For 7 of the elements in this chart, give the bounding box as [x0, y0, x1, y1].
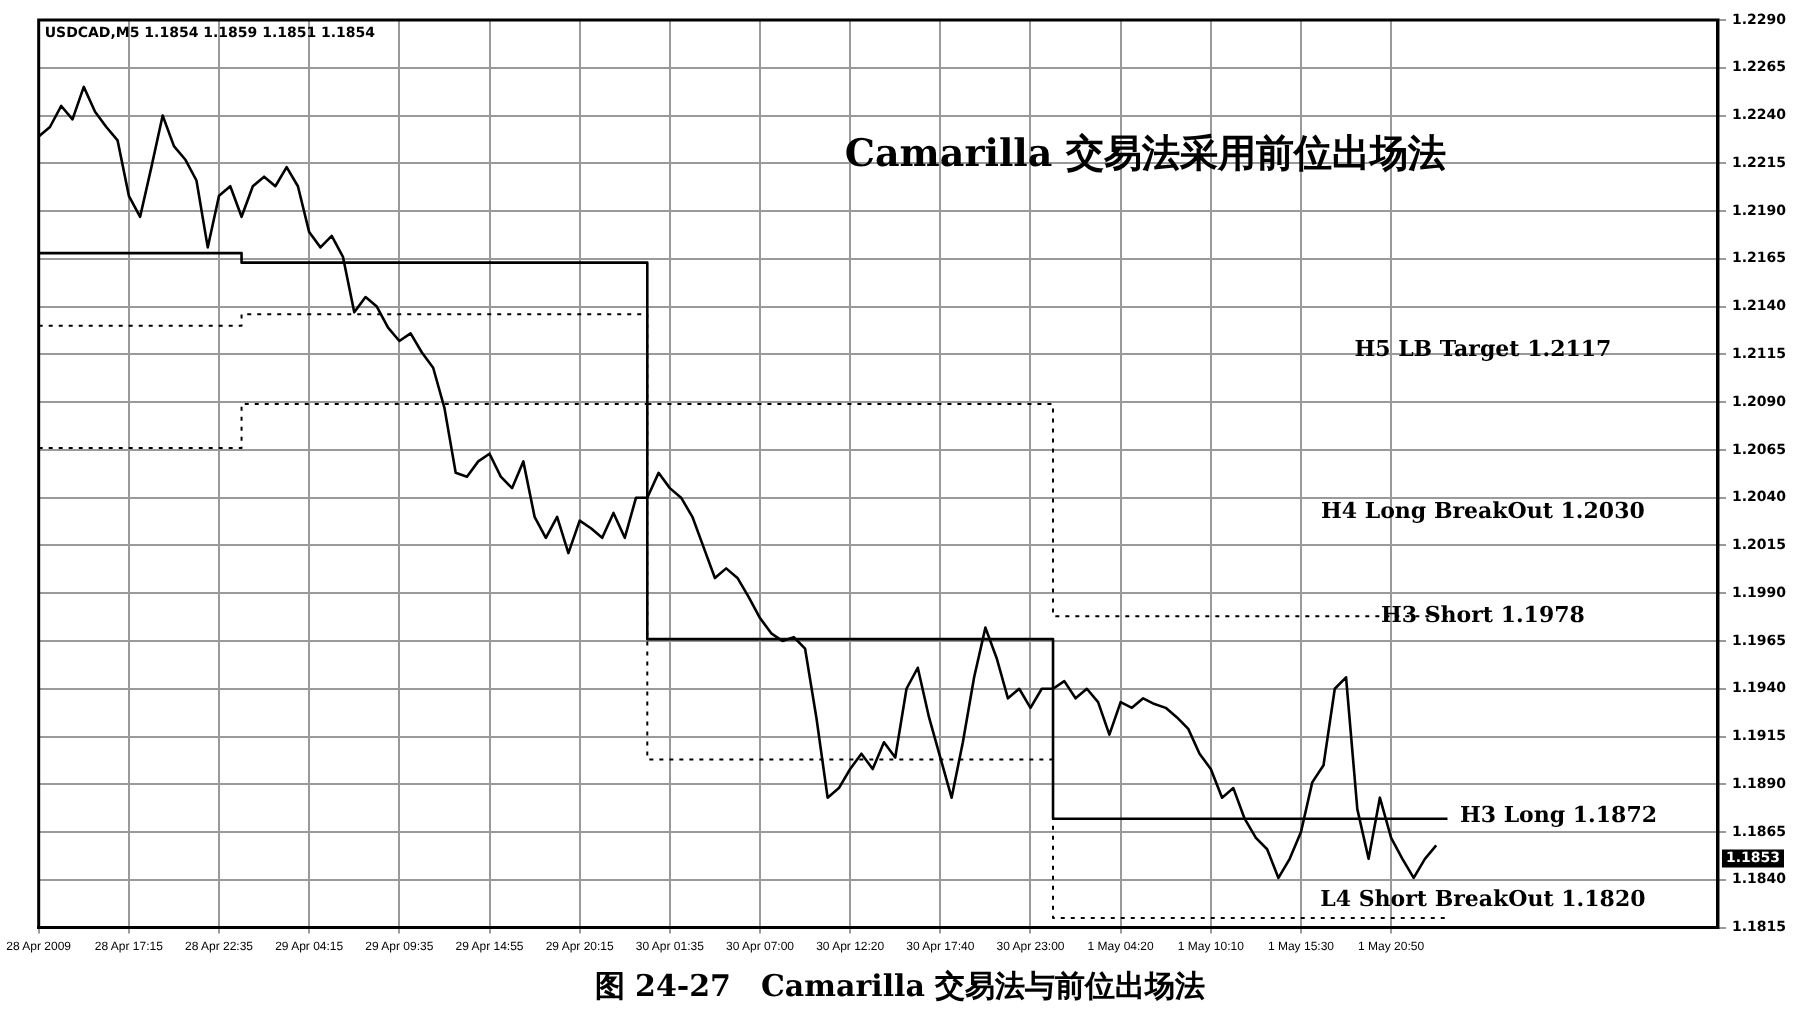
annotation: H5 LB Target 1.2117 [1354, 335, 1612, 362]
annotation: H3 Long 1.1872 [1459, 802, 1658, 829]
annotation: H4 Long BreakOut 1.2030 [1320, 498, 1646, 525]
text: Camarilla 交易法采用前位出场法 [844, 131, 1446, 176]
caption: 图 24-27 Camarilla 交易法与前位出场法 [592, 968, 1208, 1006]
annotation: H3 Short 1.1978 [1380, 601, 1586, 628]
annotation: L4 Short BreakOut 1.1820 [1320, 885, 1647, 912]
